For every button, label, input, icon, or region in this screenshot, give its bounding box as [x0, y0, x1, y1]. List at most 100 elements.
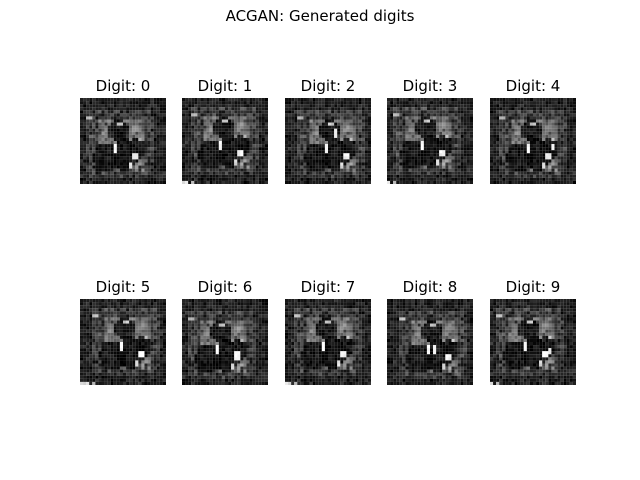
image-pixel: [430, 101, 434, 105]
image-pixel: [113, 354, 117, 358]
image-pixel: [116, 113, 120, 117]
image-pixel: [324, 156, 328, 160]
image-pixel: [548, 153, 552, 157]
image-pixel: [110, 314, 114, 318]
image-pixel: [212, 311, 216, 315]
image-pixel: [569, 107, 573, 111]
image-pixel: [294, 147, 298, 151]
image-pixel: [460, 107, 464, 111]
image-pixel: [331, 147, 335, 151]
image-pixel: [306, 134, 310, 138]
image-pixel: [526, 110, 530, 114]
image-pixel: [150, 162, 154, 166]
image-pixel: [132, 110, 136, 114]
image-pixel: [542, 159, 546, 163]
image-pixel: [463, 101, 467, 105]
image-pixel: [523, 144, 527, 148]
image-pixel: [113, 320, 117, 324]
image-pixel: [83, 101, 87, 105]
image-pixel: [328, 137, 332, 141]
image-pixel: [243, 302, 247, 306]
image-pixel: [159, 107, 163, 111]
image-pixel: [505, 119, 509, 123]
image-pixel: [182, 122, 186, 126]
image-pixel: [147, 335, 151, 339]
image-pixel: [536, 177, 540, 181]
image-pixel: [110, 113, 114, 117]
image-pixel: [132, 342, 136, 346]
image-pixel: [153, 101, 157, 105]
image-pixel: [315, 137, 319, 141]
image-pixel: [191, 128, 195, 132]
image-pixel: [191, 137, 195, 141]
image-pixel: [514, 122, 518, 126]
image-pixel: [306, 110, 310, 114]
image-pixel: [206, 317, 210, 321]
image-pixel: [291, 171, 295, 175]
image-pixel: [141, 366, 145, 370]
image-pixel: [390, 104, 394, 108]
image-pixel: [144, 150, 148, 154]
image-pixel: [153, 180, 157, 184]
image-pixel: [188, 110, 192, 114]
image-pixel: [560, 150, 564, 154]
image-pixel: [349, 131, 353, 135]
image-pixel: [358, 147, 362, 151]
image-pixel: [150, 345, 154, 349]
image-pixel: [252, 147, 256, 151]
image-pixel: [126, 299, 130, 303]
image-pixel: [138, 335, 142, 339]
image-pixel: [312, 128, 316, 132]
image-pixel: [191, 141, 195, 145]
image-pixel: [104, 128, 108, 132]
image-pixel: [321, 177, 325, 181]
image-pixel: [243, 101, 247, 105]
image-pixel: [83, 150, 87, 154]
image-pixel: [258, 110, 262, 114]
image-pixel: [426, 119, 430, 123]
image-pixel: [80, 317, 84, 321]
image-pixel: [104, 168, 108, 172]
image-pixel: [321, 107, 325, 111]
image-pixel: [517, 113, 521, 117]
image-pixel: [448, 147, 452, 151]
image-pixel: [439, 174, 443, 178]
image-pixel: [101, 354, 105, 358]
image-pixel: [340, 168, 344, 172]
image-pixel: [246, 156, 250, 160]
image-pixel: [150, 366, 154, 370]
image-pixel: [95, 381, 99, 385]
image-pixel: [123, 369, 127, 373]
image-pixel: [135, 308, 139, 312]
image-pixel: [182, 317, 186, 321]
image-pixel: [147, 101, 151, 105]
image-pixel: [159, 372, 163, 376]
image-pixel: [206, 147, 210, 151]
image-pixel: [150, 354, 154, 358]
image-pixel: [451, 141, 455, 145]
image-pixel: [101, 147, 105, 151]
image-pixel: [520, 177, 524, 181]
image-pixel: [364, 141, 368, 145]
image-pixel: [83, 162, 87, 166]
image-pixel: [563, 156, 567, 160]
image-pixel: [261, 165, 265, 169]
image-pixel: [324, 113, 328, 117]
image-pixel: [466, 165, 470, 169]
image-pixel: [123, 128, 127, 132]
image-pixel: [545, 147, 549, 151]
image-pixel: [101, 107, 105, 111]
image-pixel: [499, 147, 503, 151]
image-pixel: [182, 144, 186, 148]
image-pixel: [442, 156, 446, 160]
image-pixel: [288, 144, 292, 148]
image-pixel: [116, 119, 120, 123]
image-pixel: [511, 171, 515, 175]
image-pixel: [200, 153, 204, 157]
image-pixel: [83, 113, 87, 117]
image-pixel: [536, 141, 540, 145]
image-pixel: [252, 162, 256, 166]
image-pixel: [545, 159, 549, 163]
image-pixel: [334, 122, 338, 126]
generated-digit-image-4: [490, 98, 576, 184]
